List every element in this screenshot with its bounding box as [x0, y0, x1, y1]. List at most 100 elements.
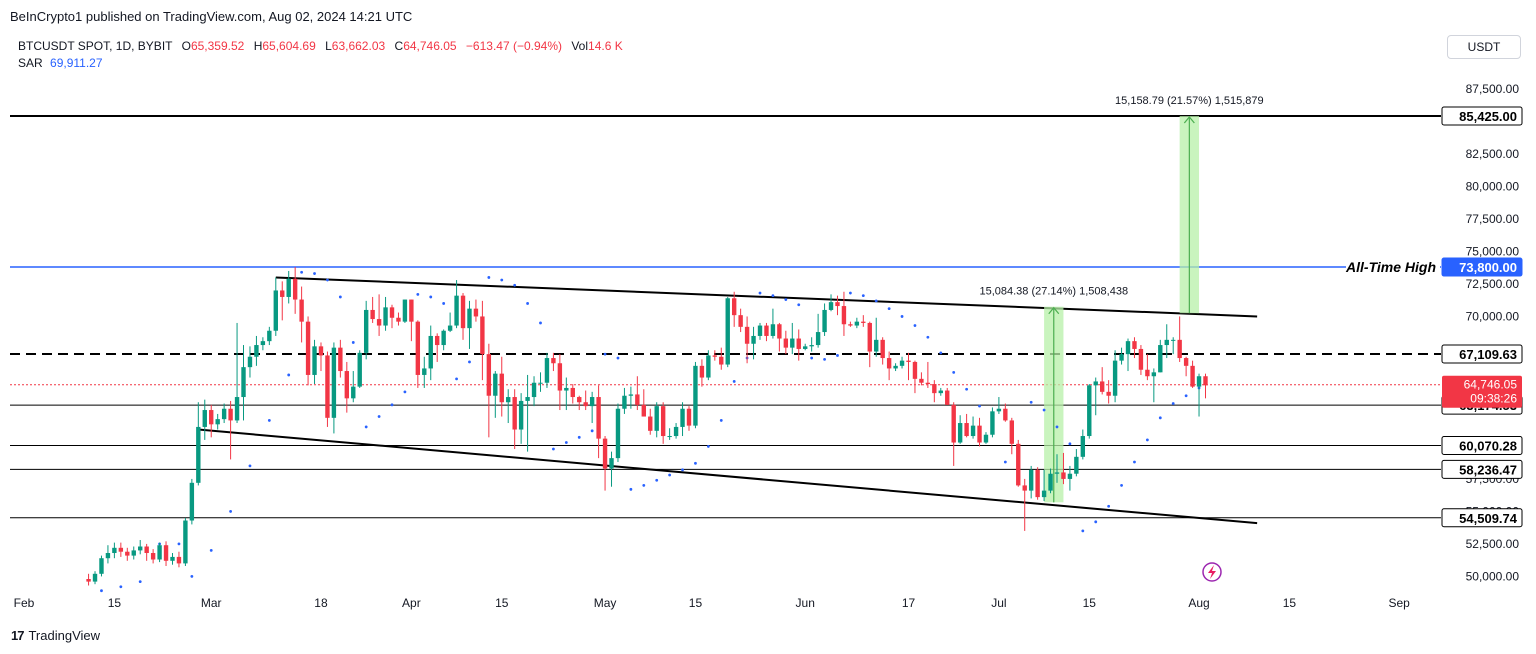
y-tick-label: 70,000.00: [1466, 309, 1520, 323]
candle-body: [222, 409, 226, 419]
candle-body: [751, 336, 755, 344]
candle-body: [977, 426, 981, 443]
level-badge-label-0: 85,425.00: [1459, 109, 1517, 124]
x-tick-label: Aug: [1188, 596, 1209, 610]
trendline-1[interactable]: [198, 430, 1257, 524]
candle-body: [228, 409, 232, 421]
sar-dot: [365, 426, 368, 429]
candle-body: [1113, 361, 1117, 396]
candle-body: [138, 547, 142, 551]
candle-body: [345, 371, 349, 398]
sar-dot: [914, 324, 917, 327]
candle-body: [674, 427, 678, 436]
candle-body: [829, 302, 833, 310]
candle-body: [448, 326, 452, 331]
candle-body: [868, 323, 872, 352]
sar-dot: [287, 374, 290, 377]
candle-body: [1016, 444, 1020, 486]
candle-body: [1068, 474, 1072, 479]
candle-body: [577, 397, 581, 402]
sar-dot: [888, 307, 891, 310]
candle-body: [267, 331, 271, 341]
footer-brand[interactable]: 17 TradingView: [11, 628, 100, 643]
candle-body: [1029, 470, 1033, 491]
candle-body: [622, 396, 626, 409]
sar-dot: [849, 292, 852, 295]
candle-body: [1197, 376, 1201, 386]
sar-dot: [952, 371, 955, 374]
sar-dot: [429, 296, 432, 299]
candle-body: [693, 366, 697, 426]
x-tick-label: May: [594, 596, 617, 610]
candle-body: [745, 327, 749, 344]
candle-body: [467, 309, 471, 328]
sar-dot: [642, 484, 645, 487]
sar-dot: [268, 419, 271, 422]
y-tick-label: 80,000.00: [1466, 179, 1520, 193]
candle-body: [1177, 340, 1181, 358]
candle-body: [86, 579, 90, 582]
candle-body: [1171, 340, 1175, 341]
candle-body: [422, 368, 426, 374]
candle-body: [435, 336, 439, 345]
sar-dot: [1172, 402, 1175, 405]
x-tick-label: 18: [314, 596, 328, 610]
tradingview-logo-icon: 17: [11, 628, 23, 643]
candle-body: [441, 331, 445, 345]
candle-body: [254, 345, 258, 357]
sar-dot: [378, 415, 381, 418]
candle-body: [764, 326, 768, 336]
sar-dot: [249, 465, 252, 468]
candle-body: [790, 339, 794, 348]
candle-body: [655, 406, 659, 431]
y-tick-label: 75,000.00: [1466, 244, 1520, 258]
candle-body: [822, 310, 826, 332]
sar-dot: [1004, 461, 1007, 464]
candle-body: [325, 355, 329, 417]
candle-body: [1119, 354, 1123, 360]
sar-dot: [707, 445, 710, 448]
sar-dot: [875, 299, 878, 302]
candle-body: [913, 362, 917, 379]
level-badge-label-4: 60,070.28: [1459, 439, 1517, 454]
candle-body: [519, 401, 523, 430]
candle-body: [1132, 341, 1136, 349]
candle-body: [1184, 358, 1188, 366]
sar-dot: [442, 302, 445, 305]
x-tick-label: 15: [1283, 596, 1297, 610]
sar-dot: [139, 580, 142, 583]
sar-dot: [1081, 530, 1084, 533]
candle-body: [635, 394, 639, 404]
candle-body: [338, 348, 342, 371]
candle-body: [667, 436, 671, 437]
sar-dot: [229, 510, 232, 513]
candle-body: [1094, 381, 1098, 385]
candle-body: [803, 346, 807, 349]
candle-body: [958, 423, 962, 442]
sar-dot: [1069, 442, 1072, 445]
sar-dot: [862, 294, 865, 297]
sar-dot: [178, 543, 181, 546]
sar-dot: [526, 302, 529, 305]
footer-brand-text: TradingView: [28, 628, 100, 643]
sar-dot: [784, 298, 787, 301]
candle-body: [1023, 485, 1027, 490]
candle-body: [777, 324, 781, 338]
sar-dot: [1043, 409, 1046, 412]
candle-body: [906, 361, 910, 362]
candle-body: [299, 300, 303, 322]
candle-body: [1061, 472, 1065, 478]
candle-body: [700, 366, 704, 378]
candle-body: [480, 316, 484, 354]
level-badge-label-1: 73,800.00: [1459, 260, 1517, 275]
y-tick-label: 82,500.00: [1466, 147, 1520, 161]
sar-dot: [823, 358, 826, 361]
candle-body: [390, 307, 394, 317]
candle-body: [706, 355, 710, 377]
sar-dot: [617, 357, 620, 360]
measurement-label-0: 15,084.38 (27.14%) 1,508,438: [979, 286, 1128, 298]
sar-dot: [1030, 401, 1033, 404]
candle-body: [1048, 474, 1052, 491]
sar-dot: [1185, 394, 1188, 397]
